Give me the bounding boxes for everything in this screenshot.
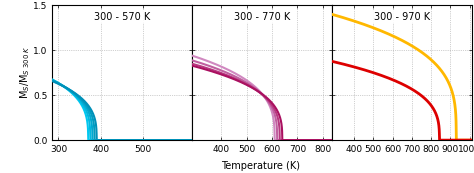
Text: Temperature (K): Temperature (K) xyxy=(221,161,300,171)
Text: 300 - 570 K: 300 - 570 K xyxy=(94,12,150,22)
Y-axis label: M$_S$/M$_{S~300~K}$: M$_S$/M$_{S~300~K}$ xyxy=(18,46,31,99)
Text: 300 - 770 K: 300 - 770 K xyxy=(234,12,290,22)
Text: 300 - 970 K: 300 - 970 K xyxy=(374,12,430,22)
